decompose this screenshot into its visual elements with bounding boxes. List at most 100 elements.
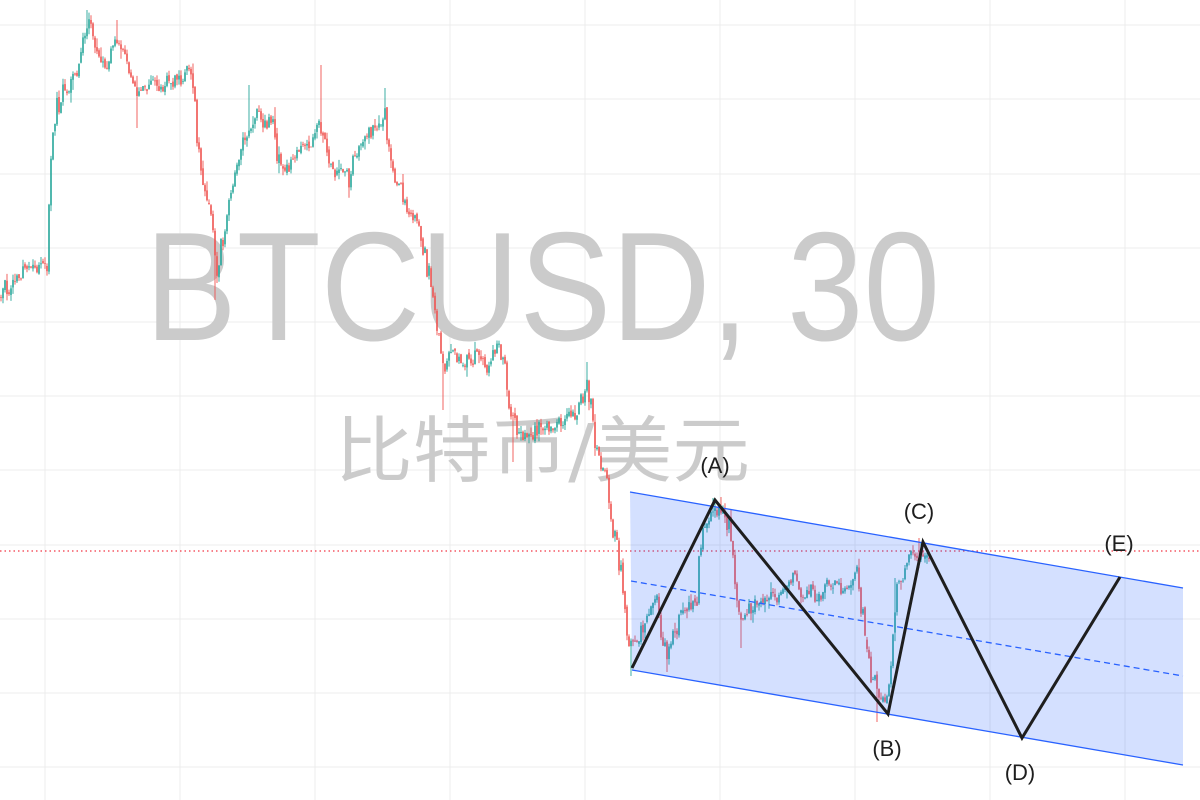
candle <box>896 582 898 616</box>
candle-body <box>552 428 554 431</box>
candle-body <box>336 170 338 175</box>
candle-body <box>572 411 574 417</box>
candle-body <box>610 503 612 520</box>
candle-body <box>232 185 234 193</box>
candle-body <box>222 240 224 247</box>
candle-body <box>456 353 458 362</box>
candle-body <box>42 261 44 263</box>
candle-body <box>346 169 348 172</box>
candle <box>764 596 766 613</box>
candle <box>6 273 8 301</box>
candle <box>432 285 434 298</box>
candle <box>240 148 242 166</box>
candle <box>320 65 322 136</box>
wave-label-b: (B) <box>872 736 901 761</box>
candle <box>564 415 566 430</box>
candle-body <box>518 432 520 434</box>
candle-body <box>776 597 778 603</box>
candle-body <box>756 600 758 605</box>
candle <box>190 66 192 80</box>
candle-body <box>80 52 82 63</box>
candle <box>488 361 490 377</box>
candle <box>602 467 604 472</box>
candle <box>356 153 358 159</box>
candle-body <box>2 288 4 299</box>
candle-body <box>360 144 362 146</box>
candle <box>248 85 250 139</box>
candle <box>92 22 94 40</box>
candle <box>622 558 624 595</box>
candle <box>524 429 526 441</box>
candle <box>694 595 696 606</box>
candle-body <box>458 356 460 362</box>
candle <box>648 608 650 617</box>
candle <box>68 90 70 94</box>
candle-body <box>510 406 512 417</box>
candle-body <box>50 158 52 206</box>
candle <box>638 641 640 647</box>
candle <box>336 167 338 177</box>
candle-body <box>20 278 22 280</box>
candle <box>926 552 928 564</box>
candle-body <box>838 582 840 585</box>
candle <box>662 631 664 646</box>
candle-body <box>906 563 908 567</box>
candle <box>546 420 548 431</box>
candle <box>548 421 550 435</box>
candle <box>52 132 54 161</box>
candle <box>56 91 58 126</box>
candle <box>350 170 352 191</box>
candle <box>352 154 354 176</box>
candle <box>338 159 340 180</box>
candle-body <box>794 570 796 574</box>
candle <box>798 581 800 591</box>
candle <box>158 79 160 92</box>
candle <box>182 78 184 85</box>
candle <box>578 401 580 415</box>
candle-body <box>670 643 672 648</box>
candle <box>796 570 798 582</box>
candle-body <box>4 280 6 290</box>
wave-zigzag[interactable] <box>630 497 1122 742</box>
candle <box>366 133 368 140</box>
candle <box>586 362 588 393</box>
candle-body <box>546 423 548 428</box>
candle <box>606 467 608 479</box>
candle-body <box>126 53 128 62</box>
candle-body <box>462 365 464 367</box>
candle-body <box>200 148 202 171</box>
candle-body <box>88 19 90 29</box>
channel-mid-line[interactable] <box>630 580 1184 677</box>
candle-body <box>448 352 450 361</box>
candle-body <box>524 432 526 439</box>
candle-body <box>704 526 706 528</box>
candle <box>194 86 196 102</box>
candle-body <box>18 274 20 278</box>
candle <box>702 523 704 551</box>
candle <box>770 582 772 600</box>
candle-body <box>556 422 558 428</box>
candle-body <box>404 200 406 204</box>
candle-body <box>624 591 626 610</box>
candle-body <box>152 79 154 81</box>
candle <box>280 152 282 166</box>
candle-body <box>814 589 816 602</box>
candle-body <box>678 614 680 636</box>
candle-body <box>690 602 692 610</box>
candle <box>252 116 254 133</box>
candle <box>554 427 556 434</box>
candle-body <box>306 144 308 146</box>
candle <box>144 84 146 91</box>
candle-body <box>468 352 470 359</box>
candle <box>88 12 90 35</box>
candle <box>470 354 472 366</box>
wave-label-d: (D) <box>1005 760 1036 785</box>
candle-body <box>264 120 266 128</box>
channel-lower-line[interactable] <box>631 669 1184 766</box>
candle <box>614 529 616 542</box>
candle-body <box>212 214 214 231</box>
candle <box>28 261 30 271</box>
candle <box>42 258 44 264</box>
